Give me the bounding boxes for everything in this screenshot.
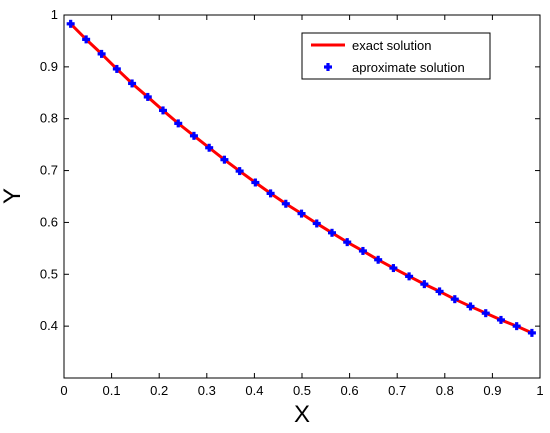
aproximate-solution-point (466, 302, 475, 311)
x-tick-label: 0.5 (293, 383, 311, 398)
x-tick-label: 0.7 (388, 383, 406, 398)
aproximate-solution-point (327, 228, 336, 237)
aproximate-solution-point (66, 19, 75, 28)
aproximate-solution-point (189, 131, 198, 140)
series-layer (66, 19, 536, 337)
aproximate-solution-point (281, 199, 290, 208)
legend-box (301, 32, 491, 80)
legend-aproximate-solution-swatch (324, 63, 332, 71)
y-tick-label: 0.5 (40, 266, 58, 281)
aproximate-solution-point (405, 272, 414, 281)
aproximate-solution-point (159, 106, 168, 115)
y-tick-label: 0.6 (40, 214, 58, 229)
x-tick-label: 0 (60, 383, 67, 398)
aproximate-solution-point (496, 315, 505, 324)
x-tick-label: 0.1 (103, 383, 121, 398)
x-tick-label: 0.2 (150, 383, 168, 398)
x-tick-label: 0.8 (436, 383, 454, 398)
x-tick-label: 0.6 (341, 383, 359, 398)
y-tick-label: 0.9 (40, 59, 58, 74)
y-axis-title: Y (0, 188, 26, 204)
aproximate-solution-point (174, 119, 183, 128)
legend-marker-plus (324, 63, 332, 71)
aproximate-solution-point (374, 255, 383, 264)
aproximate-solution-point (512, 322, 521, 331)
aproximate-solution-point (481, 309, 490, 318)
aproximate-solution-point (82, 35, 91, 44)
aproximate-solution-point (251, 178, 260, 187)
x-tick-label: 1 (536, 383, 543, 398)
aproximate-solution-point (205, 143, 214, 152)
aproximate-solution-point (128, 79, 137, 88)
aproximate-solution-point (220, 155, 229, 164)
aproximate-solution-point (435, 287, 444, 296)
x-axis-title: X (294, 401, 310, 428)
aproximate-solution-point (97, 49, 106, 58)
legend: exact solution aproximate solution (301, 32, 491, 80)
aproximate-solution-point (312, 219, 321, 228)
aproximate-solution-point (143, 92, 152, 101)
aproximate-solution-point (527, 328, 536, 337)
legend-aproximate-solution-label: aproximate solution (352, 60, 465, 75)
aproximate-solution-point (450, 295, 459, 304)
aproximate-solution-point (343, 238, 352, 247)
tick-labels: 0 0.1 0.2 0.3 0.4 0.5 0.6 0.7 0.8 0.9 1 0.4 0.5 0.6 0.… (40, 7, 544, 398)
plot-area-frame (63, 14, 541, 379)
y-tick-label: 0.4 (40, 318, 58, 333)
aproximate-solution-point (420, 280, 429, 289)
y-tick-label: 0.8 (40, 111, 58, 126)
x-tick-label: 0.4 (245, 383, 263, 398)
legend-exact-solution-label: exact solution (352, 38, 432, 53)
y-tick-label: 1 (51, 7, 58, 22)
aproximate-solution-point (112, 64, 121, 73)
aproximate-solution-point (266, 189, 275, 198)
x-tick-label: 0.9 (483, 383, 501, 398)
aproximate-solution-point (389, 264, 398, 273)
aproximate-solution-point (358, 246, 367, 255)
y-tick-label: 0.7 (40, 163, 58, 178)
x-tick-label: 0.3 (198, 383, 216, 398)
aproximate-solution-point (235, 167, 244, 176)
aproximate-solution-point (297, 209, 306, 218)
